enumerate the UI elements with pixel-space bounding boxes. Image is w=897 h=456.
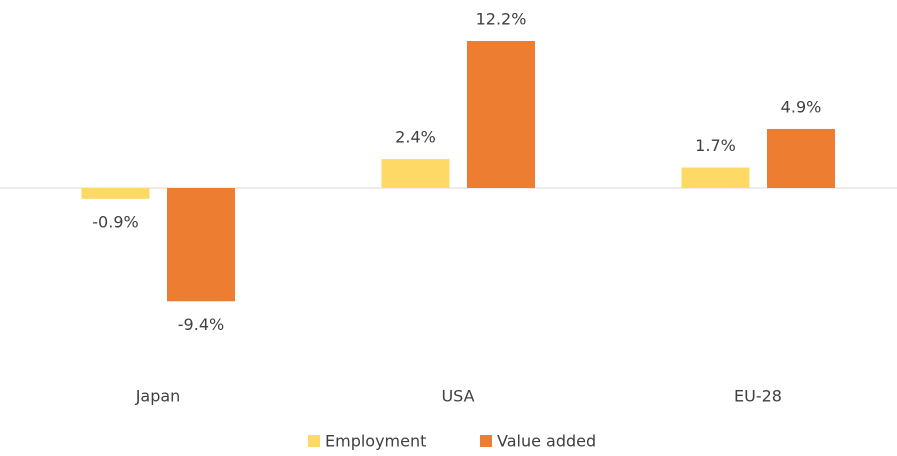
x-tick-label: USA (441, 387, 474, 406)
x-tick-label: EU-28 (734, 387, 782, 406)
legend-swatch (480, 435, 492, 447)
bar (167, 188, 235, 302)
bar (81, 188, 150, 199)
data-label: 2.4% (395, 128, 436, 147)
data-label: 1.7% (695, 136, 736, 155)
bar (767, 128, 835, 188)
legend-swatch (308, 435, 320, 447)
legend-label: Employment (325, 432, 426, 451)
legend-label: Value added (497, 432, 596, 451)
data-label: 12.2% (476, 9, 527, 28)
x-tick-label: Japan (135, 387, 181, 406)
data-label: -9.4% (178, 315, 224, 334)
bar (381, 159, 450, 188)
data-label: -0.9% (92, 212, 138, 231)
bar (681, 167, 750, 188)
data-label: 4.9% (781, 97, 822, 116)
bar (467, 40, 535, 188)
